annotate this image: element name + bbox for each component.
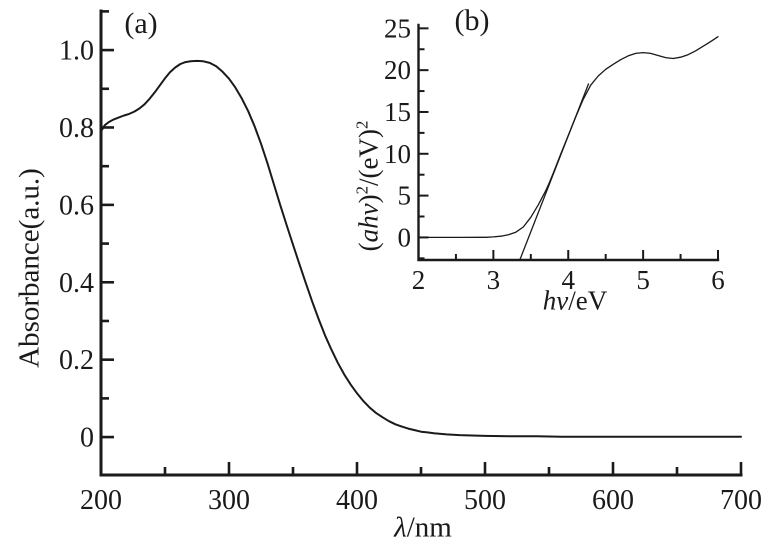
inset-y-label-close: ) (353, 194, 384, 204)
panel-a-tag: (a) (124, 7, 158, 40)
inset-y-label-var: ahv (353, 203, 384, 243)
inset-y-tick-label-10: 10 (384, 139, 411, 169)
main-x-axis-label: λ/nm (394, 511, 452, 544)
main-axis-spine (99, 9, 743, 477)
inset-x-axis-label-var: hv (542, 285, 569, 316)
inset-y-tick-label-15: 15 (384, 97, 411, 127)
inset-y-tick-label-0: 0 (398, 222, 412, 252)
main-y-tick-label-1.0: 1.0 (59, 36, 94, 67)
inset-x-tick-label-3: 3 (487, 265, 501, 295)
main-x-tick-label-300: 300 (208, 485, 250, 516)
inset-x-tick-label-2: 2 (412, 265, 426, 295)
inset-y-tick-label-5: 5 (398, 181, 412, 211)
main-y-axis-label: Absorbance(a.u.) (13, 168, 46, 368)
main-x-tick-label-500: 500 (464, 485, 506, 516)
main-x-tick-label-200: 200 (80, 485, 122, 516)
main-x-tick-label-700: 700 (720, 485, 762, 516)
band-gap-tangent-line (519, 83, 590, 261)
main-x-axis-label-unit: /nm (406, 511, 452, 544)
main-y-tick-label-0.4: 0.4 (59, 268, 94, 299)
inset-y-label-open: ( (353, 242, 384, 252)
main-y-tick-label-0: 0 (80, 423, 94, 454)
main-y-tick-label-0.8: 0.8 (59, 113, 94, 144)
main-x-tick-label-600: 600 (592, 485, 634, 516)
inset-x-tick-label-6: 6 (711, 265, 725, 295)
inset-y-tick-label-25: 25 (384, 13, 411, 43)
inset-x-axis-label-unit: /eV (568, 285, 608, 316)
inset-y-tick-label-20: 20 (384, 55, 411, 85)
main-absorbance-curve (100, 59, 742, 438)
inset-x-tick-label-4: 4 (562, 265, 576, 295)
main-x-tick-label-400: 400 (336, 485, 378, 516)
main-y-tick-label-0.2: 0.2 (59, 345, 94, 376)
inset-x-axis-label: hv/eV (542, 285, 608, 316)
inset-axis-spine (417, 23, 720, 262)
inset-x-tick-label-5: 5 (636, 265, 650, 295)
inset-y-axis-label: (ahv)2/(eV)2 (352, 120, 384, 252)
inset-y-label-sup2: 2 (352, 120, 372, 130)
main-y-tick-label-0.6: 0.6 (59, 190, 94, 221)
inset-y-label-mid: /(eV) (353, 129, 384, 186)
main-y-axis-label-text: Absorbance(a.u.) (13, 168, 46, 368)
main-x-axis-label-var: λ (394, 511, 407, 544)
panel-b-tag: (b) (454, 4, 490, 37)
inset-y-label-sup1: 2 (352, 185, 372, 195)
